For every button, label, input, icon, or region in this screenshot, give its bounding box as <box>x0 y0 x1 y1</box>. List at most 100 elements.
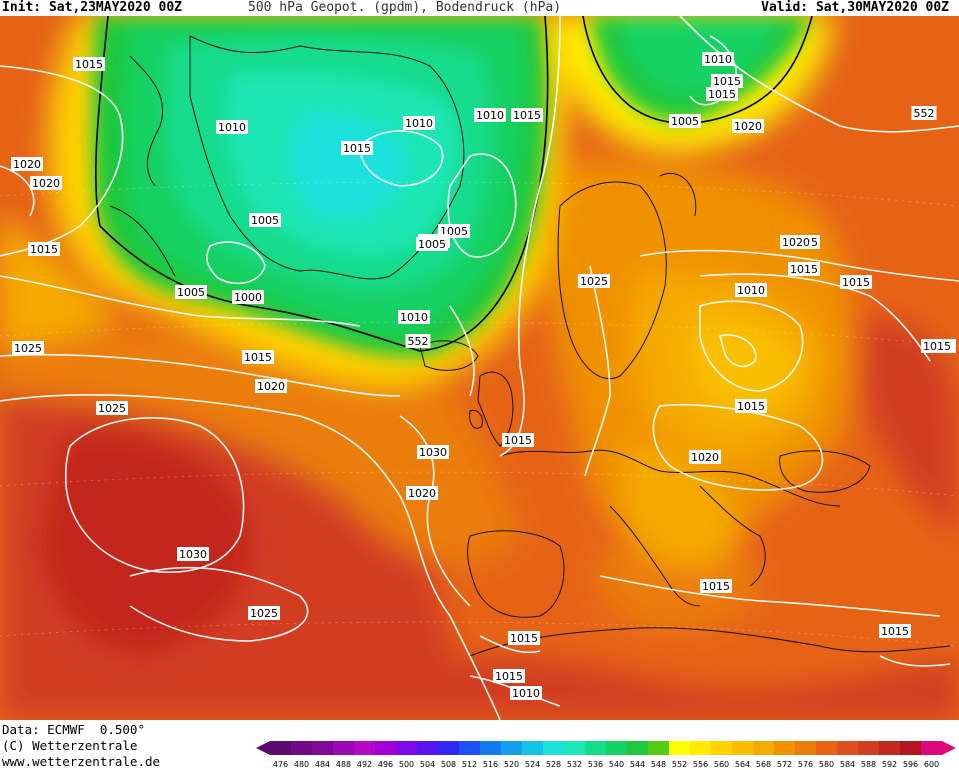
colorbar-tick-label: 576 <box>798 760 813 769</box>
website-link[interactable]: www.wetterzentrale.de <box>2 754 161 769</box>
svg-text:1020: 1020 <box>691 451 719 464</box>
isobar-label: 1025 <box>12 341 44 355</box>
colorbar-swatch <box>816 741 838 755</box>
isobar-label: 1010 <box>474 108 506 122</box>
colorbar-swatch <box>522 741 544 755</box>
colorbar-tick-label: 488 <box>336 760 351 769</box>
svg-text:1000: 1000 <box>234 291 262 304</box>
isobar-label: 1005 <box>175 285 207 299</box>
colorbar-swatch <box>669 741 691 755</box>
isobar-label: 1015 <box>242 350 274 364</box>
svg-text:1010: 1010 <box>512 687 540 700</box>
isobar-label: 1020 <box>780 235 812 249</box>
svg-text:1020: 1020 <box>408 487 436 500</box>
colorbar-tick-label: 592 <box>882 760 897 769</box>
colorbar-swatch <box>690 741 712 755</box>
isobar-label: 1015 <box>28 242 60 256</box>
isobar-label: 1010 <box>398 310 430 324</box>
svg-text:1015: 1015 <box>30 243 58 256</box>
isobar-label: 1015 <box>508 631 540 645</box>
colorbar-swatch <box>396 741 418 755</box>
isobar-label: 1015 <box>493 669 525 683</box>
colorbar-tick-label: 560 <box>714 760 729 769</box>
svg-text:1020: 1020 <box>257 380 285 393</box>
isobar-label: 1030 <box>417 445 449 459</box>
isobar-label: 1015 <box>341 141 373 155</box>
isobar-label: 1025 <box>96 401 128 415</box>
svg-text:1015: 1015 <box>343 142 371 155</box>
svg-text:552: 552 <box>408 335 429 348</box>
svg-text:1025: 1025 <box>580 275 608 288</box>
colorbar-tick-label: 564 <box>735 760 750 769</box>
svg-text:1015: 1015 <box>737 400 765 413</box>
isobar-label: 1015 <box>502 433 534 447</box>
isobar-label: 1025 <box>248 606 280 620</box>
colorbar-swatch <box>333 741 355 755</box>
svg-text:1010: 1010 <box>737 284 765 297</box>
isobar-label: 552 <box>911 106 937 120</box>
header-bar: Init: Sat,23MAY2020 00Z 500 hPa Geopot. … <box>0 0 959 16</box>
colorbar-swatch <box>795 741 817 755</box>
svg-text:1005: 1005 <box>251 214 279 227</box>
colorbar-swatch <box>711 741 733 755</box>
isobar-label: 1005 <box>249 213 281 227</box>
chart-title: 500 hPa Geopot. (gpdm), Bodendruck (hPa) <box>248 0 562 15</box>
colorbar-swatch <box>438 741 460 755</box>
weather-map: 1015 1010 1015 1010 1015 1010 1015 1005 1010 1015… <box>0 16 959 720</box>
svg-text:1005: 1005 <box>177 286 205 299</box>
svg-text:1020: 1020 <box>32 177 60 190</box>
isobar-label: 552 <box>405 334 431 348</box>
colorbar-swatch <box>732 741 754 755</box>
colorbar-swatch <box>480 741 502 755</box>
svg-text:1030: 1030 <box>419 446 447 459</box>
colorbar-tick-label: 584 <box>840 760 855 769</box>
colorbar-swatch <box>312 741 334 755</box>
colorbar-tick-label: 532 <box>567 760 582 769</box>
svg-text:1025: 1025 <box>98 402 126 415</box>
colorbar-swatch <box>270 741 292 755</box>
svg-text:1020: 1020 <box>734 120 762 133</box>
colorbar-legend: 476 480 484 488 492 496 500 504 508 512 516 520 524 5… <box>256 741 956 769</box>
svg-text:552: 552 <box>914 107 935 120</box>
colorbar-tick-label: 596 <box>903 760 918 769</box>
isobar-label: 1020 <box>689 450 721 464</box>
isobar-labels: 1015 1010 1015 1010 1015 1010 1015 1005 1010 1015… <box>11 52 956 700</box>
isobar-label: 1005 <box>669 114 701 128</box>
colorbar-tick-label: 480 <box>294 760 309 769</box>
colorbar-tick-label: 552 <box>672 760 687 769</box>
copyright: (C) Wetterzentrale <box>2 738 138 753</box>
trough-field <box>92 16 810 357</box>
colorbar-swatch <box>375 741 397 755</box>
isobar-label: 1005 <box>416 237 448 251</box>
isobar-label: 1020 <box>406 486 438 500</box>
colorbar-tick-label: 500 <box>399 760 414 769</box>
colorbar-tick-label: 512 <box>462 760 477 769</box>
svg-text:1015: 1015 <box>513 109 541 122</box>
isobar-label: 1020 <box>732 119 764 133</box>
svg-text:1015: 1015 <box>842 276 870 289</box>
colorbar-tick-label: 476 <box>273 760 288 769</box>
colorbar-swatch <box>774 741 796 755</box>
isobar-label: 1020 <box>11 157 43 171</box>
isobar-label: 1010 <box>735 283 767 297</box>
isobar-label: 1030 <box>177 547 209 561</box>
colorbar-tick-label: 548 <box>651 760 666 769</box>
colorbar-tick-label: 524 <box>525 760 540 769</box>
colorbar-tick-label: 600 <box>924 760 939 769</box>
svg-text:1005: 1005 <box>418 238 446 251</box>
colorbar-swatch <box>543 741 565 755</box>
svg-text:1015: 1015 <box>708 88 736 101</box>
svg-text:1015: 1015 <box>244 351 272 364</box>
colorbar-swatch <box>879 741 901 755</box>
colorbar-swatch <box>627 741 649 755</box>
isobar-label: 1015 <box>700 579 732 593</box>
isobar-label: 1000 <box>232 290 264 304</box>
isobar-label: 1015 <box>879 624 911 638</box>
svg-text:1030: 1030 <box>179 548 207 561</box>
colorbar-right-arrow <box>942 741 956 755</box>
colorbar-tick-label: 492 <box>357 760 372 769</box>
svg-text:1010: 1010 <box>704 53 732 66</box>
svg-text:1010: 1010 <box>476 109 504 122</box>
isobar-label: 1015 <box>735 399 767 413</box>
svg-text:1010: 1010 <box>400 311 428 324</box>
